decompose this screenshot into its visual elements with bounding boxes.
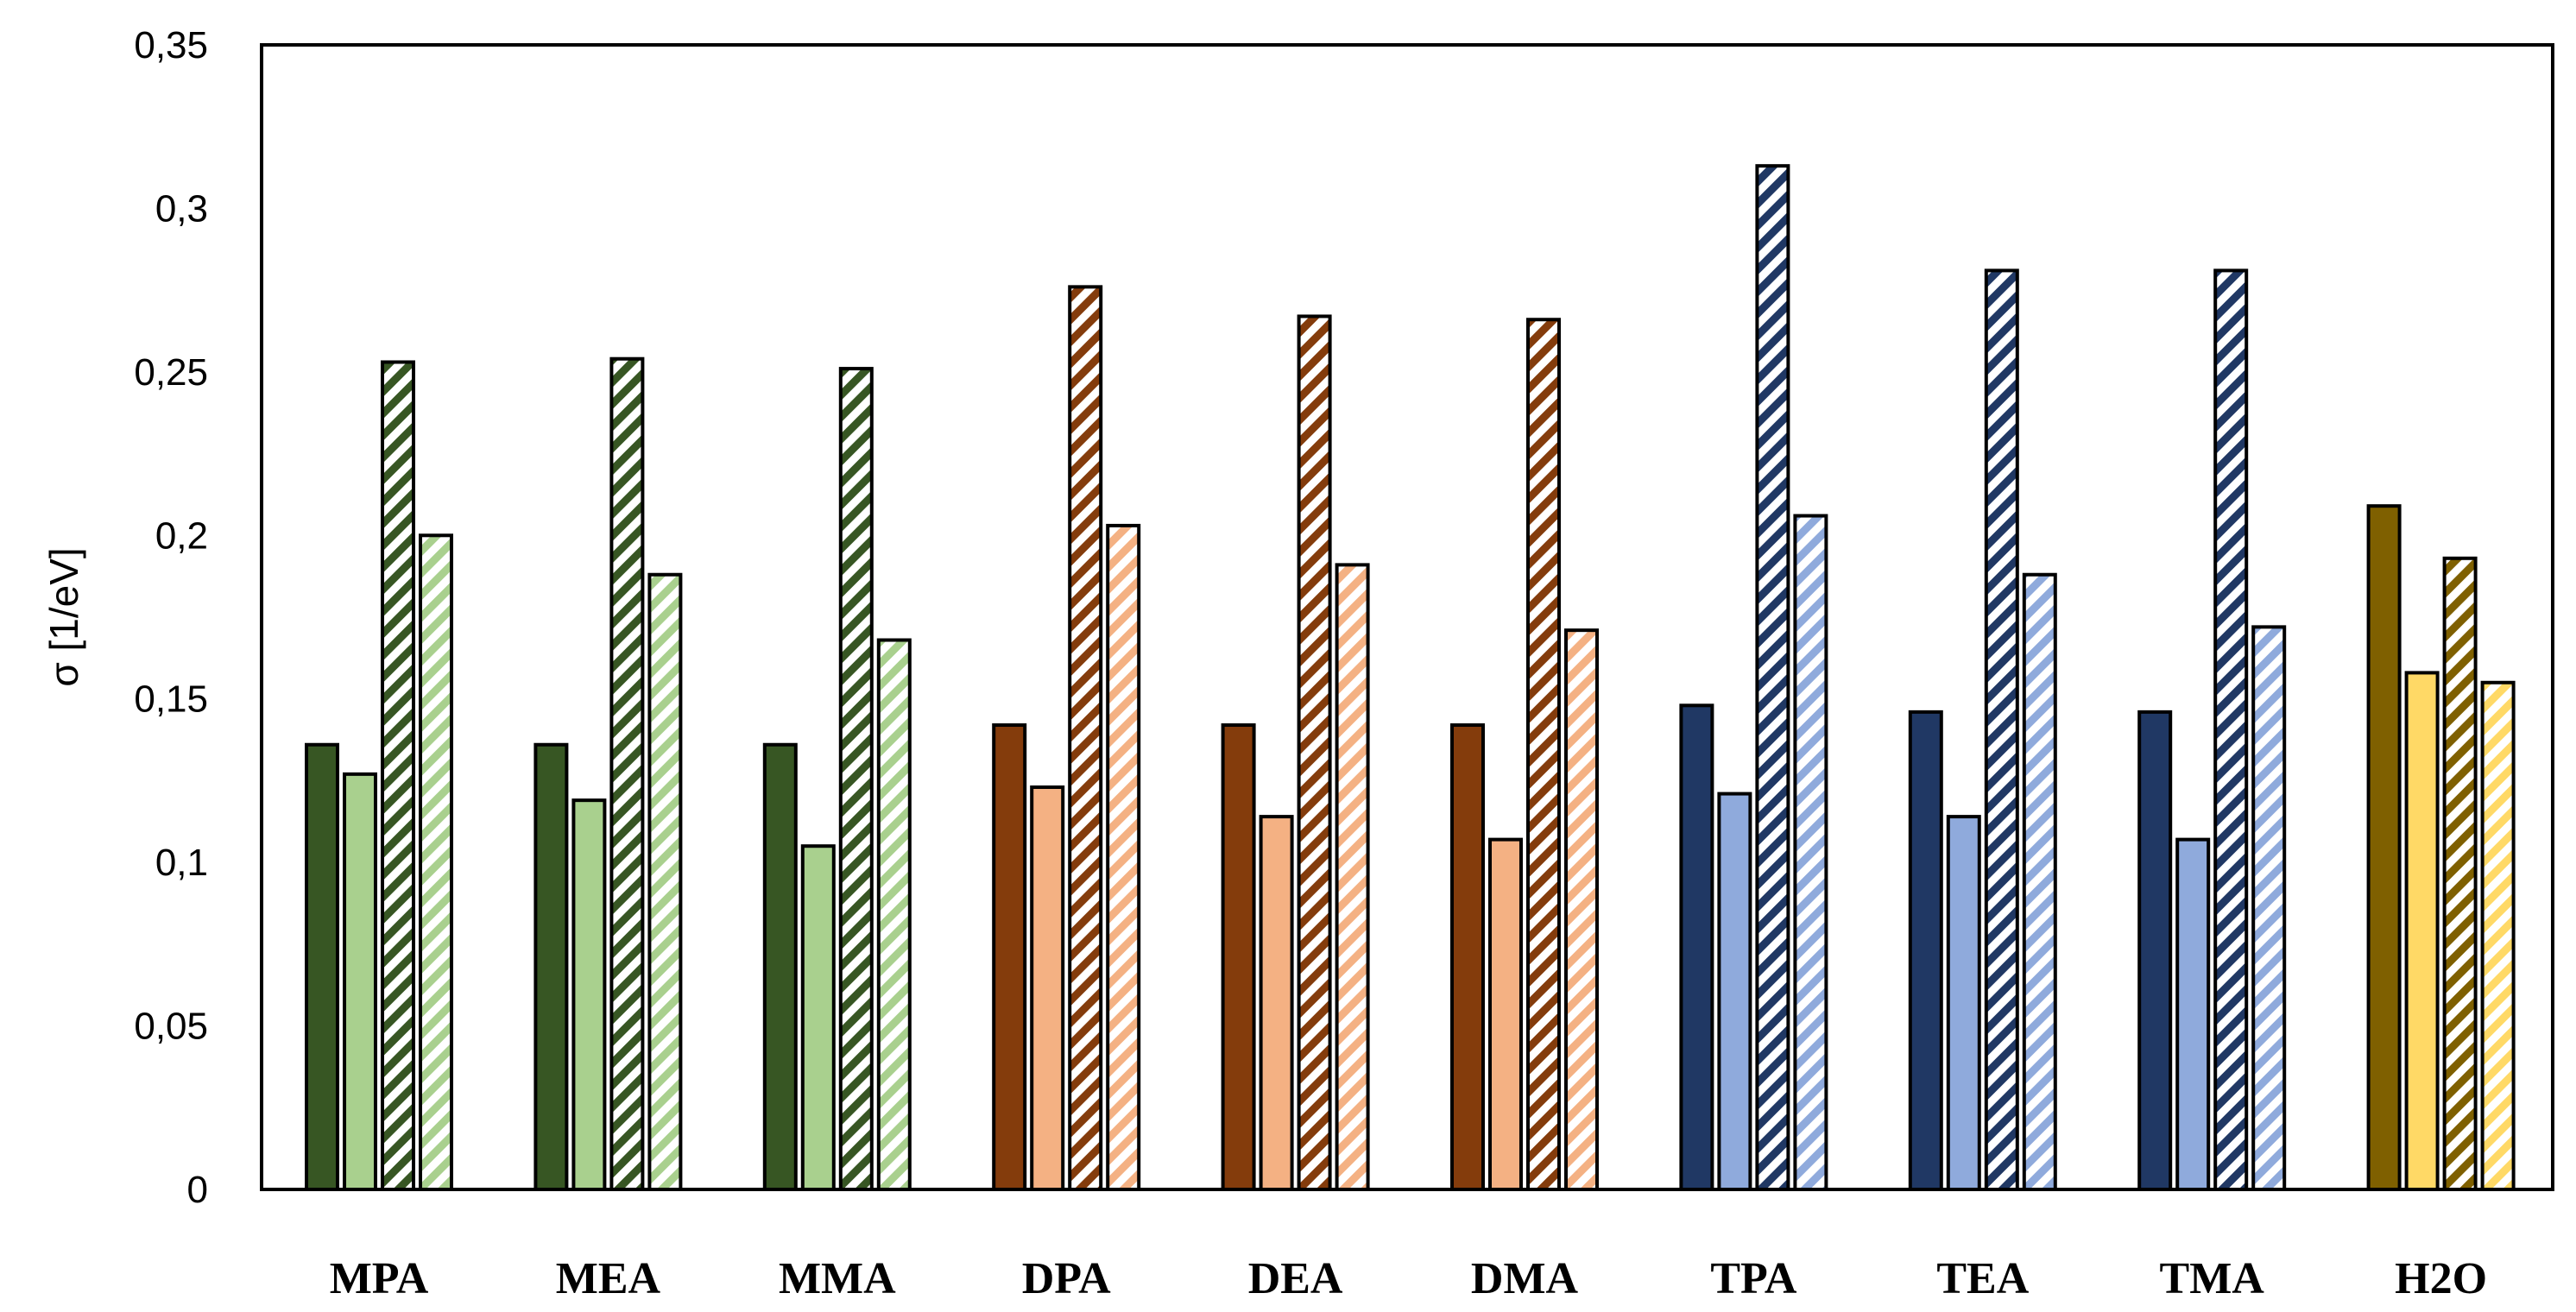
x-category-label: TPA: [1710, 1254, 1797, 1303]
bar-tea-series-4: [2022, 572, 2057, 1191]
y-tick-label: 0,2: [155, 514, 208, 557]
x-category-label: DEA: [1248, 1254, 1343, 1303]
x-category-label: MEA: [556, 1254, 661, 1303]
bar-h2o-series-3: [2442, 556, 2478, 1191]
bar-dea-series-2: [1259, 815, 1294, 1191]
bar-mpa-series-4: [419, 533, 453, 1191]
bar-tea-series-3: [1984, 268, 2019, 1192]
bars-group: [305, 164, 2516, 1192]
bar-mpa-series-2: [343, 772, 377, 1191]
bar-dea-series-4: [1335, 563, 1370, 1191]
bar-tma-series-1: [2137, 710, 2173, 1191]
bar-tpa-series-1: [1679, 703, 1714, 1191]
bar-dma-series-1: [1450, 723, 1485, 1191]
bar-dea-series-3: [1297, 314, 1332, 1191]
bar-tma-series-4: [2251, 625, 2287, 1191]
bar-tpa-series-2: [1717, 792, 1752, 1192]
bar-dpa-series-4: [1106, 523, 1141, 1191]
bar-mea-series-1: [534, 742, 569, 1191]
bar-dea-series-1: [1221, 723, 1256, 1191]
bar-tma-series-3: [2213, 268, 2249, 1192]
bar-tea-series-1: [1908, 710, 1943, 1191]
bar-mea-series-3: [609, 356, 645, 1191]
x-category-label: DPA: [1022, 1254, 1111, 1303]
plot-frame: [260, 43, 2554, 1191]
x-category-labels: MPA MEA MMA DPA DEA DMA TPA TEA TMA H2O: [330, 1254, 2487, 1303]
y-tick-label: 0,15: [134, 678, 208, 721]
bar-dpa-series-3: [1068, 285, 1103, 1192]
bar-dpa-series-1: [992, 723, 1027, 1191]
bar-mpa-series-1: [305, 742, 339, 1191]
bar-tpa-series-3: [1755, 164, 1790, 1192]
bar-h2o-series-1: [2366, 504, 2402, 1191]
y-tick-label: 0,3: [155, 187, 208, 230]
y-tick-label: 0: [187, 1169, 208, 1211]
bar-mma-series-1: [762, 742, 798, 1191]
bar-mma-series-4: [876, 638, 912, 1191]
x-category-label: TEA: [1936, 1254, 2029, 1303]
x-category-label: TMA: [2160, 1254, 2265, 1303]
y-tick-label: 0,35: [134, 24, 208, 66]
bar-mma-series-3: [838, 367, 874, 1192]
y-tick-label: 0,1: [155, 842, 208, 884]
bar-mma-series-2: [800, 844, 836, 1191]
bar-tea-series-2: [1946, 815, 1981, 1191]
bar-dma-series-3: [1526, 318, 1561, 1191]
bar-dpa-series-2: [1030, 785, 1065, 1192]
bar-mpa-series-3: [381, 360, 415, 1191]
bar-dma-series-4: [1564, 628, 1599, 1191]
y-tick-label: 0,25: [134, 351, 208, 394]
bar-h2o-series-2: [2404, 671, 2440, 1191]
x-category-label: MPA: [330, 1254, 429, 1303]
bar-mea-series-4: [647, 572, 683, 1191]
y-tick-label: 0,05: [134, 1006, 208, 1048]
bar-mea-series-2: [571, 798, 607, 1191]
y-tick-labels: 0 0,05 0,1 0,15 0,2 0,25 0,3 0,35: [134, 24, 208, 1211]
x-category-label: MMA: [779, 1254, 896, 1303]
bar-tma-series-2: [2175, 837, 2211, 1191]
x-category-label: H2O: [2395, 1254, 2487, 1303]
y-axis-title: σ [1/eV]: [41, 547, 86, 686]
bar-dma-series-2: [1488, 837, 1523, 1191]
x-category-label: DMA: [1471, 1254, 1579, 1303]
bar-tpa-series-4: [1793, 514, 1828, 1191]
bar-h2o-series-4: [2480, 680, 2516, 1191]
